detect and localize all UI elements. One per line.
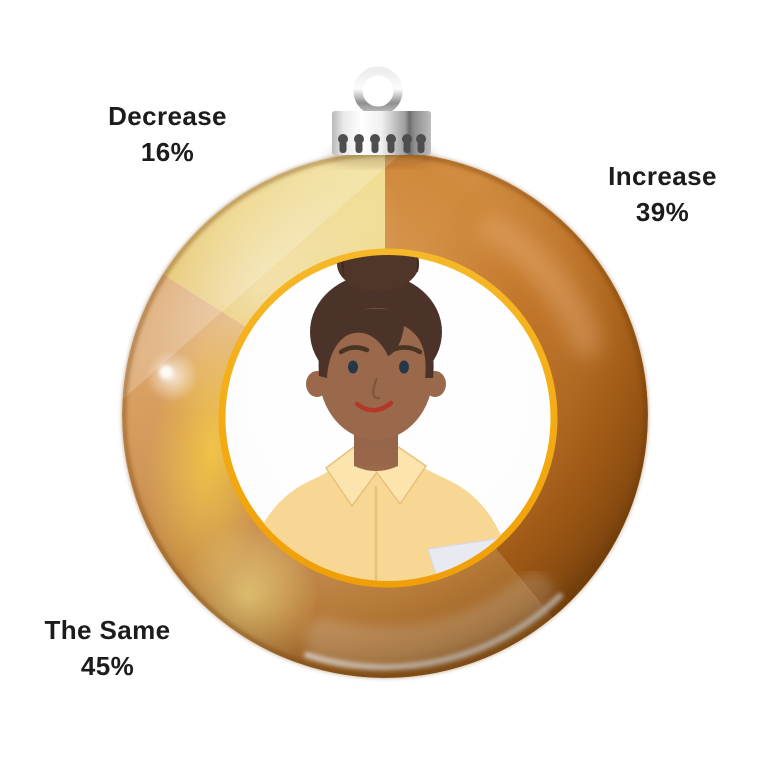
cap-body	[332, 111, 431, 155]
segment-value: 16%	[140, 137, 195, 167]
ornament-cap	[332, 66, 431, 155]
label-increase: Increase 39%	[580, 158, 745, 230]
avatar-shirt	[236, 446, 522, 581]
avatar-hair-bun	[337, 255, 419, 291]
avatar-eye-right	[399, 360, 409, 374]
avatar-bangs	[318, 308, 434, 378]
segment-value: 45%	[80, 651, 135, 681]
segment-value: 39%	[635, 197, 690, 227]
bauble-ball	[122, 152, 648, 678]
segment-name: The Same	[44, 615, 171, 645]
label-decrease: Decrease 16%	[55, 98, 280, 170]
avatar-face	[319, 308, 433, 440]
segment-name: Increase	[608, 161, 717, 191]
avatar-mouth	[354, 400, 394, 413]
hanger-ring-icon	[353, 66, 403, 116]
avatar-brow-left	[338, 345, 370, 355]
avatar-nose	[372, 377, 381, 400]
label-the-same: The Same 45%	[10, 612, 205, 684]
segment-name: Decrease	[108, 101, 227, 131]
avatar-eye-left	[348, 360, 358, 374]
avatar-brow-right	[389, 345, 423, 355]
bun-strand	[342, 255, 369, 277]
cap-crimp-holes	[338, 134, 426, 153]
